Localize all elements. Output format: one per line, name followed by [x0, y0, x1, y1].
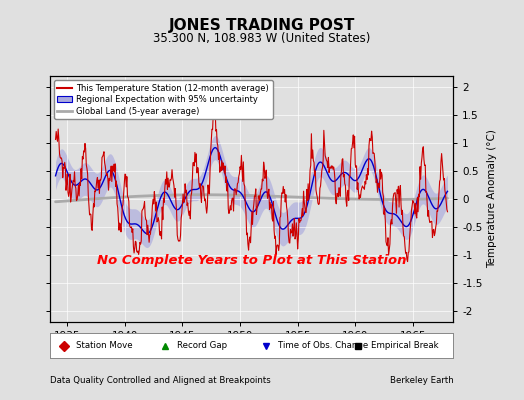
Text: JONES TRADING POST: JONES TRADING POST: [169, 18, 355, 33]
Legend: This Temperature Station (12-month average), Regional Expectation with 95% uncer: This Temperature Station (12-month avera…: [54, 80, 272, 119]
Text: Time of Obs. Change: Time of Obs. Change: [278, 341, 368, 350]
Text: Record Gap: Record Gap: [177, 341, 227, 350]
Y-axis label: Temperature Anomaly (°C): Temperature Anomaly (°C): [487, 130, 497, 268]
Text: Empirical Break: Empirical Break: [370, 341, 438, 350]
Text: Berkeley Earth: Berkeley Earth: [389, 376, 453, 385]
Text: No Complete Years to Plot at This Station: No Complete Years to Plot at This Statio…: [97, 254, 406, 267]
Text: Data Quality Controlled and Aligned at Breakpoints: Data Quality Controlled and Aligned at B…: [50, 376, 270, 385]
Text: 35.300 N, 108.983 W (United States): 35.300 N, 108.983 W (United States): [154, 32, 370, 45]
Text: Station Move: Station Move: [76, 341, 133, 350]
